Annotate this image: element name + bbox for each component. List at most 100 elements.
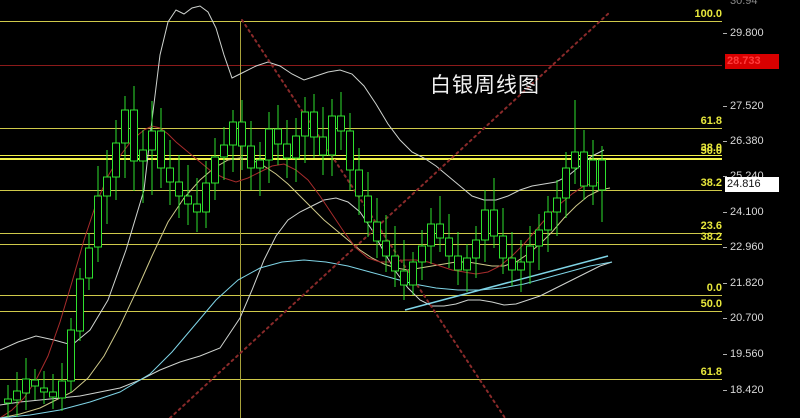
candle-body — [4, 398, 12, 404]
candle-body — [472, 239, 480, 259]
fib-line-38-2-6 — [0, 244, 722, 245]
tick-mark-7 — [723, 318, 727, 319]
candle-body — [445, 237, 453, 257]
candle-body — [256, 159, 264, 169]
candle-body — [202, 182, 210, 213]
candle-body — [220, 144, 228, 158]
candle-body — [481, 209, 489, 241]
candle-body — [355, 169, 363, 197]
tick-mark-2 — [723, 141, 727, 142]
candle-body — [409, 261, 417, 286]
fib-label-38-2-6: 38.2 — [700, 231, 722, 243]
bollinger-lower-line — [0, 197, 613, 406]
fib-line-100-0-0 — [0, 21, 722, 22]
fib-label-61-8-1: 61.8 — [700, 115, 722, 127]
candle-body — [427, 223, 435, 247]
candle-body — [535, 229, 543, 247]
fib-line-23-6-5 — [0, 233, 722, 234]
fib-label-50-0-2: 50.0 — [700, 145, 722, 157]
tick-mark-1 — [723, 106, 727, 107]
candle-body — [67, 329, 75, 382]
tick-mark-0 — [723, 33, 727, 34]
fib-line-50-0-8 — [0, 311, 722, 312]
candle-body — [400, 270, 408, 286]
tick-label-0: 29.800 — [730, 27, 764, 39]
current-price-line — [0, 65, 722, 66]
candle-body — [418, 245, 426, 263]
candlestick-series — [4, 86, 606, 417]
candle-body — [22, 378, 30, 394]
candle-body — [292, 135, 300, 159]
candle-body — [490, 209, 498, 237]
chart-title: 白银周线图 — [430, 74, 540, 97]
tick-mark-5 — [723, 247, 727, 248]
price-axis[interactable]: 29.800 27.520 26.380 25.240 24.100 22.960 21.8… — [722, 0, 800, 418]
candle-body — [13, 390, 21, 401]
candle-body — [112, 142, 120, 178]
candle-body — [31, 379, 39, 387]
candle-body — [139, 149, 147, 162]
candle-body — [301, 111, 309, 137]
candle-body — [265, 128, 273, 161]
candle-body — [526, 245, 534, 263]
candle-body — [184, 195, 192, 205]
tick-mark-4 — [723, 212, 727, 213]
candle-body — [211, 156, 219, 184]
candle-body — [76, 278, 84, 332]
candle-body — [49, 391, 57, 398]
candle-body — [310, 111, 318, 138]
candle-body — [580, 151, 588, 187]
ma-middle-line — [0, 157, 611, 418]
candle-body — [130, 109, 138, 162]
candle-body — [391, 255, 399, 272]
candle-body — [589, 159, 597, 187]
candle-body — [175, 181, 183, 197]
fib-label-100-0-0: 100.0 — [694, 8, 722, 20]
candle-body — [40, 387, 48, 393]
tick-label-5: 22.960 — [730, 241, 764, 253]
candle-body — [319, 136, 327, 156]
candle-body — [328, 115, 336, 156]
candle-body — [454, 255, 462, 271]
fib-line-0-0-7 — [0, 295, 722, 296]
descending-trendline — [241, 19, 506, 418]
candle-body — [598, 159, 606, 191]
tick-label-1: 27.520 — [730, 100, 764, 112]
candle-body — [58, 380, 66, 399]
tick-mark-3 — [723, 176, 727, 177]
ma-long-line — [0, 259, 613, 418]
support-trendline — [404, 255, 609, 311]
tick-label-9: 18.420 — [730, 384, 764, 396]
candle-body — [508, 257, 516, 271]
candle-body — [373, 221, 381, 242]
fib-label-38-0-3: 38.0 — [700, 142, 722, 154]
candle-body — [157, 130, 165, 169]
tick-label-7: 20.700 — [730, 312, 764, 324]
tick-label-3: 25.240 — [730, 170, 764, 182]
ascending-trendline — [169, 11, 611, 418]
candle-body — [166, 167, 174, 183]
tick-label-4: 24.100 — [730, 206, 764, 218]
fib-label-23-6-5: 23.6 — [700, 220, 722, 232]
candle-body — [121, 109, 129, 144]
candle-body — [274, 128, 282, 145]
tick-label-8: 19.560 — [730, 348, 764, 360]
candle-body — [364, 195, 372, 223]
tick-label-6: 21.820 — [730, 277, 764, 289]
fib-line-38-0-3 — [0, 155, 722, 156]
candle-body — [148, 130, 156, 151]
candle-body — [562, 167, 570, 199]
candle-body — [238, 121, 246, 147]
candle-body — [463, 257, 471, 271]
candle-body — [517, 261, 525, 271]
candle-body — [553, 197, 561, 213]
candle-body — [193, 203, 201, 213]
candle-body — [337, 115, 345, 132]
tick-mark-6 — [723, 283, 727, 284]
tick-mark-8 — [723, 354, 727, 355]
chart-plot-area[interactable]: 白银周线图 — [0, 0, 722, 418]
fib-label-38-2-4: 38.2 — [700, 177, 722, 189]
fib-line-61-8-1 — [0, 128, 722, 129]
last-price-tag: 24.816 — [725, 177, 779, 192]
fib-label-0-0-7: 0.0 — [706, 282, 722, 294]
